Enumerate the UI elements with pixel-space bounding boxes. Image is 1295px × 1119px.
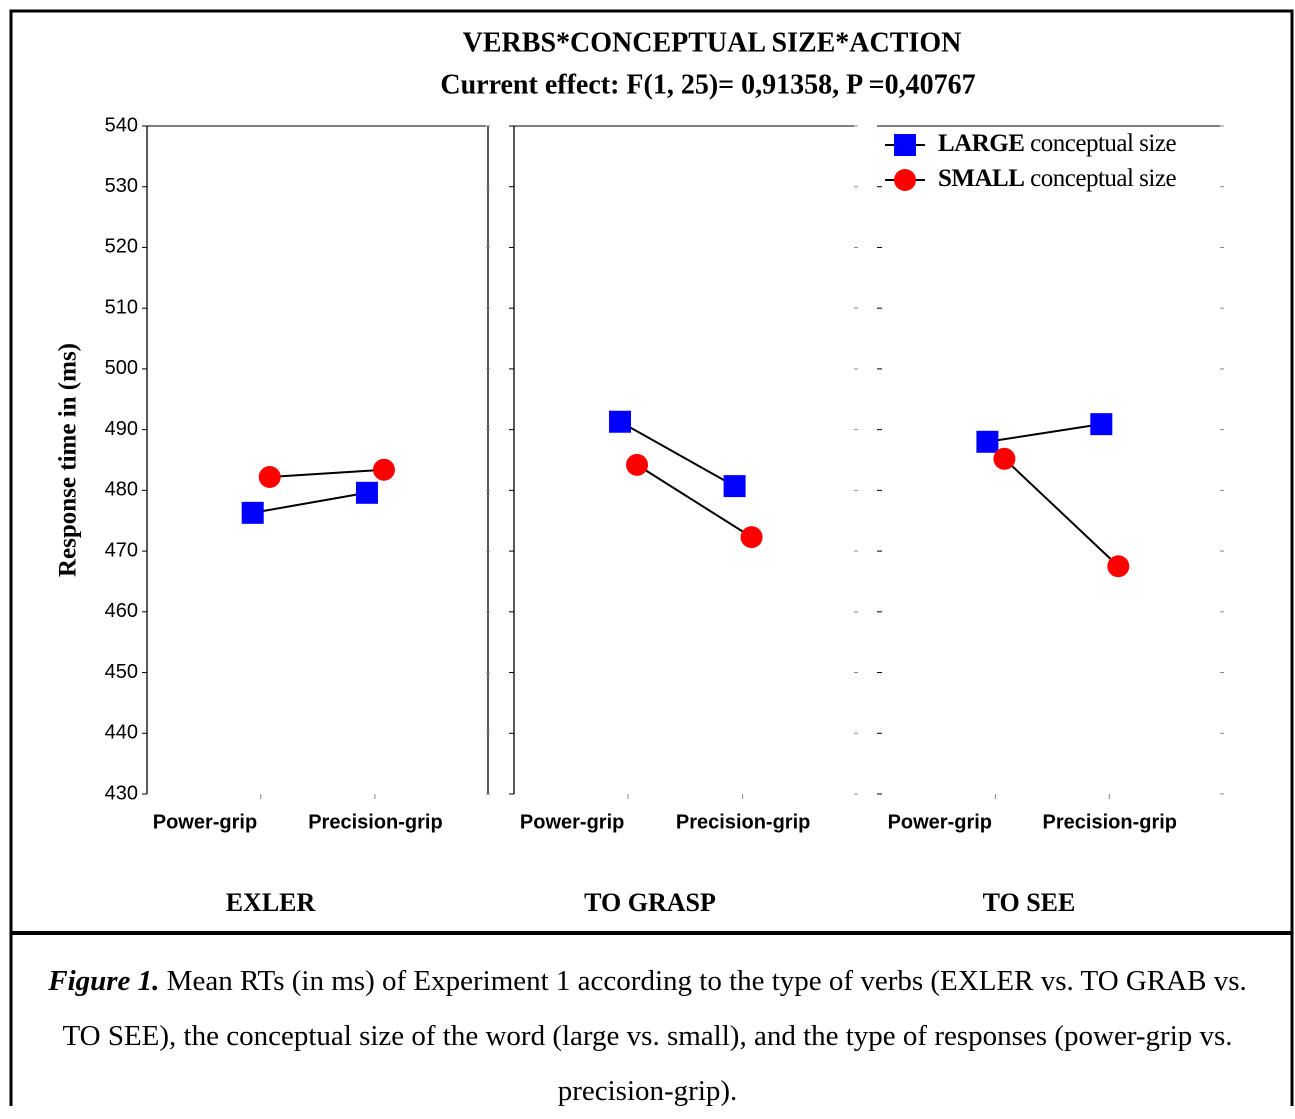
- y-tick-label: 460: [105, 600, 138, 622]
- panel-label: TO GRASP: [584, 888, 716, 917]
- legend-label-rest: conceptual size: [1024, 130, 1176, 157]
- chart-title: VERBS*CONCEPTUAL SIZE*ACTION: [463, 27, 962, 58]
- legend-label-strong: SMALL: [938, 165, 1024, 192]
- y-tick-label: 440: [105, 722, 138, 744]
- x-tick-label: Precision-grip: [1043, 811, 1177, 833]
- series-line: [1003, 458, 1119, 568]
- y-tick-label: 530: [105, 175, 138, 197]
- marker-circle: [258, 466, 281, 489]
- x-tick-label: Power-grip: [520, 811, 624, 833]
- marker-square: [723, 475, 746, 498]
- marker-square: [976, 430, 999, 453]
- y-tick-label: 500: [105, 357, 138, 379]
- marker-circle: [1107, 555, 1130, 578]
- marker-circle: [740, 526, 763, 549]
- marker-circle: [372, 458, 395, 481]
- y-tick-label: 470: [105, 539, 138, 561]
- y-tick-label: 520: [105, 236, 138, 258]
- marker-square: [609, 410, 632, 433]
- series-line: [252, 491, 368, 514]
- y-tick-label: 540: [105, 114, 138, 136]
- marker-circle: [626, 453, 649, 476]
- legend-label: LARGE conceptual size: [938, 130, 1176, 157]
- y-tick-label: 450: [105, 661, 138, 683]
- series-line: [987, 423, 1102, 443]
- legend-circle: [894, 169, 916, 191]
- caption-label: Figure 1.: [48, 965, 160, 997]
- panel-label: EXLER: [226, 888, 316, 917]
- x-tick-label: Precision-grip: [676, 811, 810, 833]
- series-line: [636, 464, 753, 538]
- x-tick-label: Power-grip: [153, 811, 257, 833]
- legend-label-rest: conceptual size: [1024, 165, 1176, 192]
- caption: Figure 1. Mean RTs (in ms) of Experiment…: [40, 954, 1255, 1119]
- y-tick-label: 490: [105, 418, 138, 440]
- series-line: [269, 468, 385, 479]
- legend-label: SMALL conceptual size: [938, 165, 1176, 192]
- series-line: [619, 420, 736, 487]
- chart-subtitle: Current effect: F(1, 25)= 0,91358, P =0,…: [440, 69, 975, 100]
- marker-square: [355, 481, 378, 504]
- y-axis-label: Response time in (ms): [55, 343, 82, 577]
- marker-square: [241, 501, 264, 524]
- x-tick-label: Precision-grip: [308, 811, 442, 833]
- legend-square: [894, 134, 916, 156]
- y-tick-label: 480: [105, 479, 138, 501]
- caption-text: Mean RTs (in ms) of Experiment 1 accordi…: [62, 965, 1247, 1107]
- x-tick-label: Power-grip: [888, 811, 992, 833]
- legend-label-strong: LARGE: [938, 130, 1024, 157]
- marker-circle: [993, 447, 1016, 470]
- y-tick-label: 510: [105, 296, 138, 318]
- panel-label: TO SEE: [983, 888, 1076, 917]
- frame: [9, 9, 1294, 1106]
- y-tick-label: 430: [105, 782, 138, 804]
- marker-square: [1090, 413, 1113, 436]
